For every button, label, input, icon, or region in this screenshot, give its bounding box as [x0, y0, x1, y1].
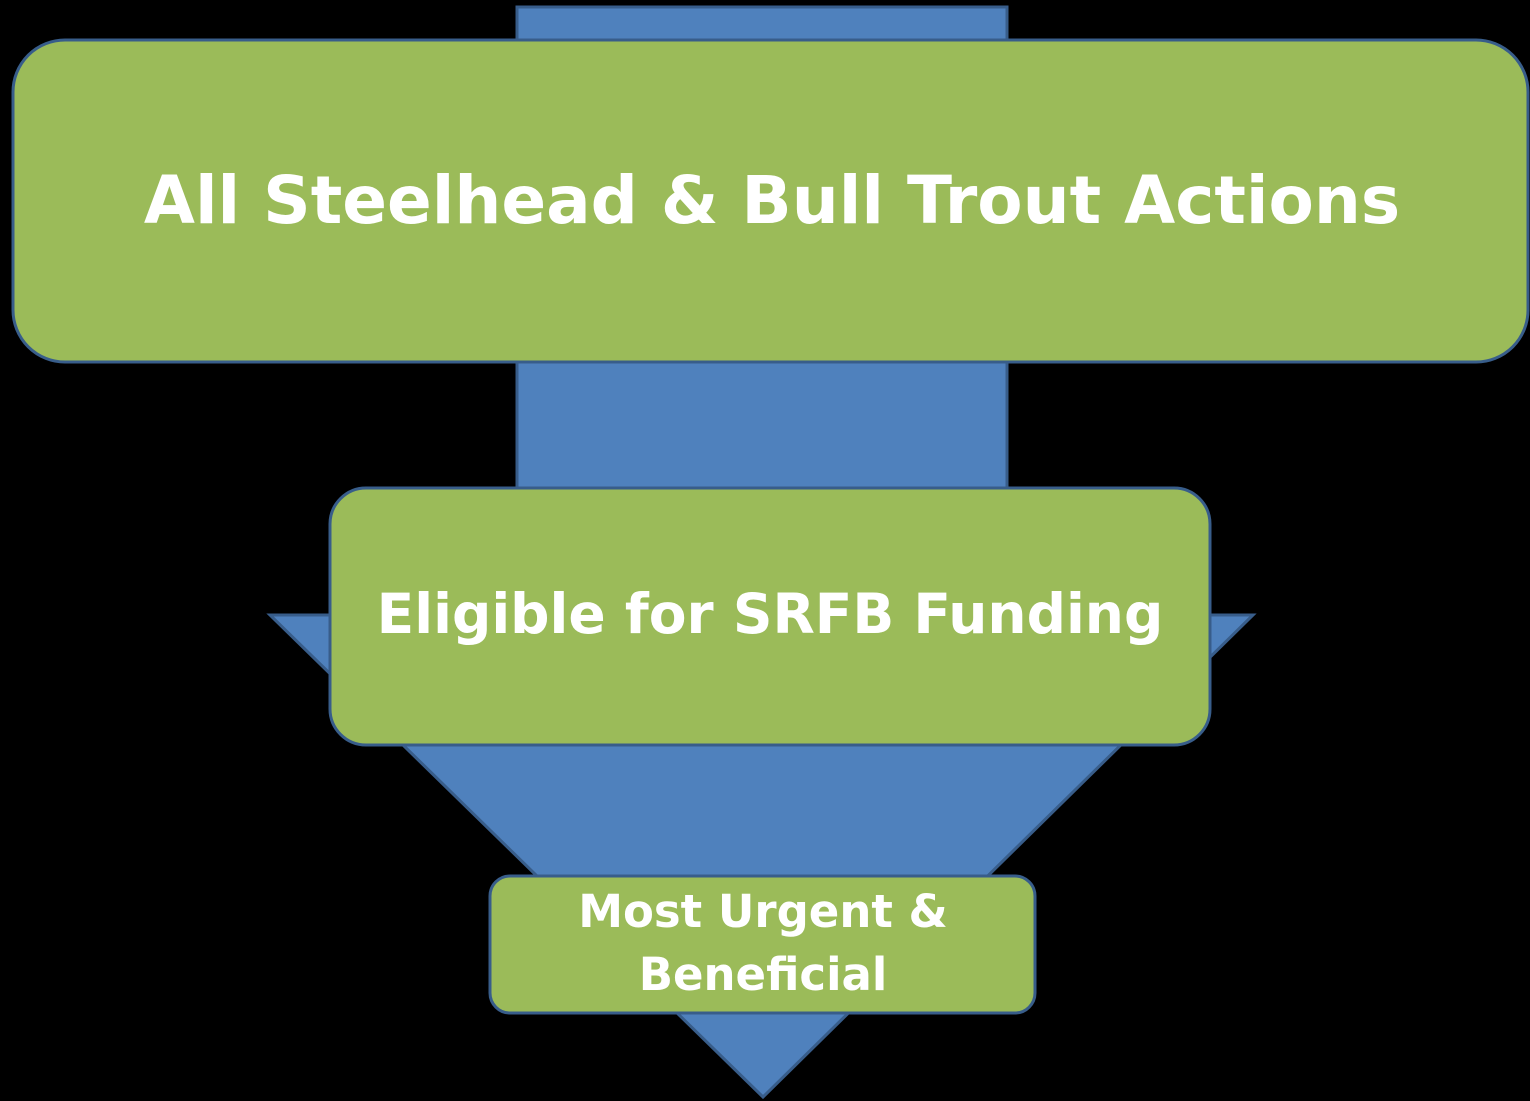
node-label-line: Beneficial — [639, 948, 888, 1001]
node-label: All Steelhead & Bull Trout Actions — [144, 162, 1400, 239]
node-box — [11, 38, 1530, 364]
node-label-line: Most Urgent & — [578, 885, 948, 938]
node-box — [328, 486, 1212, 747]
node-box — [488, 874, 1037, 1015]
node-label: Eligible for SRFB Funding — [377, 582, 1164, 646]
